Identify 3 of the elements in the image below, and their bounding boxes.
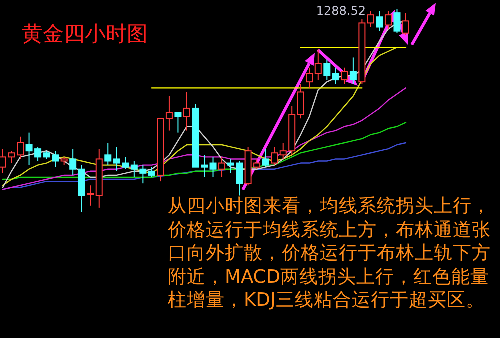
text: 黄金四小时图: [22, 21, 148, 48]
annotation: 从四小时图来看，均线系统拐头上行，价格运行于均线系统上方，布林通道张口向外扩散，价格运行于布林上轨下方附近，MACD两线拐头上行，红色能量柱增量，KDJ三线粘合运行于超买区。: [168, 195, 492, 312]
annotation: 1288.52: [316, 4, 366, 18]
